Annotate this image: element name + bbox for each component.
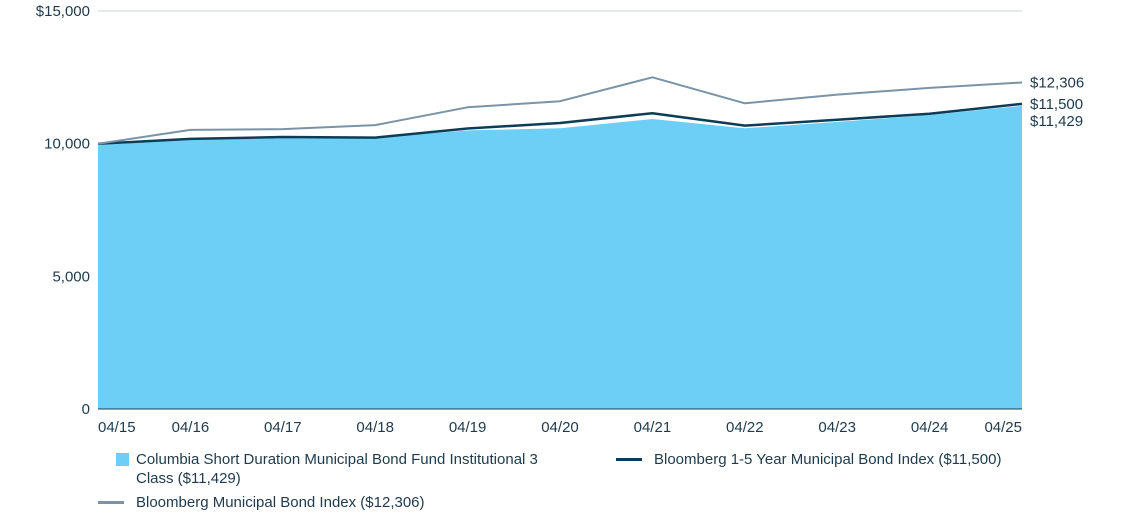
y-tick-label: 5,000 [52,268,90,285]
x-tick-label: 04/22 [726,419,764,436]
legend-swatch-short-index [616,458,642,461]
x-tick-label: 04/21 [634,419,672,436]
legend-item-fund: Columbia Short Duration Municipal Bond F… [116,450,586,488]
legend-item-short-index: Bloomberg 1-5 Year Municipal Bond Index … [616,450,1056,469]
legend-label-fund-line2: Class ($11,429) [136,470,241,487]
y-tick-label: $15,000 [36,3,90,20]
x-tick-label: 04/20 [541,419,579,436]
end-value-label: $11,429 [1030,113,1083,130]
legend-swatch-fund [116,453,129,466]
y-tick-label: 0 [82,401,90,418]
y-axis-ticks: $15,000 10,000 5,000 0 [36,3,90,418]
legend-item-broad-index: Bloomberg Municipal Bond Index ($12,306) [98,493,538,512]
end-value-label: $11,500 [1030,96,1083,113]
x-tick-label: 04/25 [984,419,1022,436]
legend-label-broad-index: Bloomberg Municipal Bond Index ($12,306) [136,494,425,511]
series-line-broad-index [97,76,1023,145]
x-tick-label: 04/16 [172,419,210,436]
y-tick-label: 10,000 [44,136,90,153]
x-axis-ticks: 04/15 04/16 04/17 04/18 04/19 04/20 04/21 04/22… [98,419,1022,436]
x-tick-label: 04/24 [911,419,949,436]
x-tick-label: 04/23 [818,419,856,436]
x-tick-label: 04/18 [356,419,394,436]
legend-label-fund-line1: Columbia Short Duration Municipal Bond F… [136,451,538,468]
x-tick-label: 04/15 [98,419,136,436]
series-area-fund [98,105,1022,410]
area-series [98,105,1022,410]
x-tick-label: 04/17 [264,419,302,436]
end-value-label: $12,306 [1030,74,1084,91]
growth-chart: $15,000 10,000 5,000 0 04/15 04/16 04/17 04/18… [36,3,1084,436]
series-line-short-index [97,102,1023,145]
line-series [97,76,1023,145]
end-labels: $12,306 $11,500$11,429 [1030,74,1084,129]
legend-swatch-broad-index [98,501,124,504]
x-tick-label: 04/19 [449,419,487,436]
legend-label-short-index: Bloomberg 1-5 Year Municipal Bond Index … [654,451,1002,468]
